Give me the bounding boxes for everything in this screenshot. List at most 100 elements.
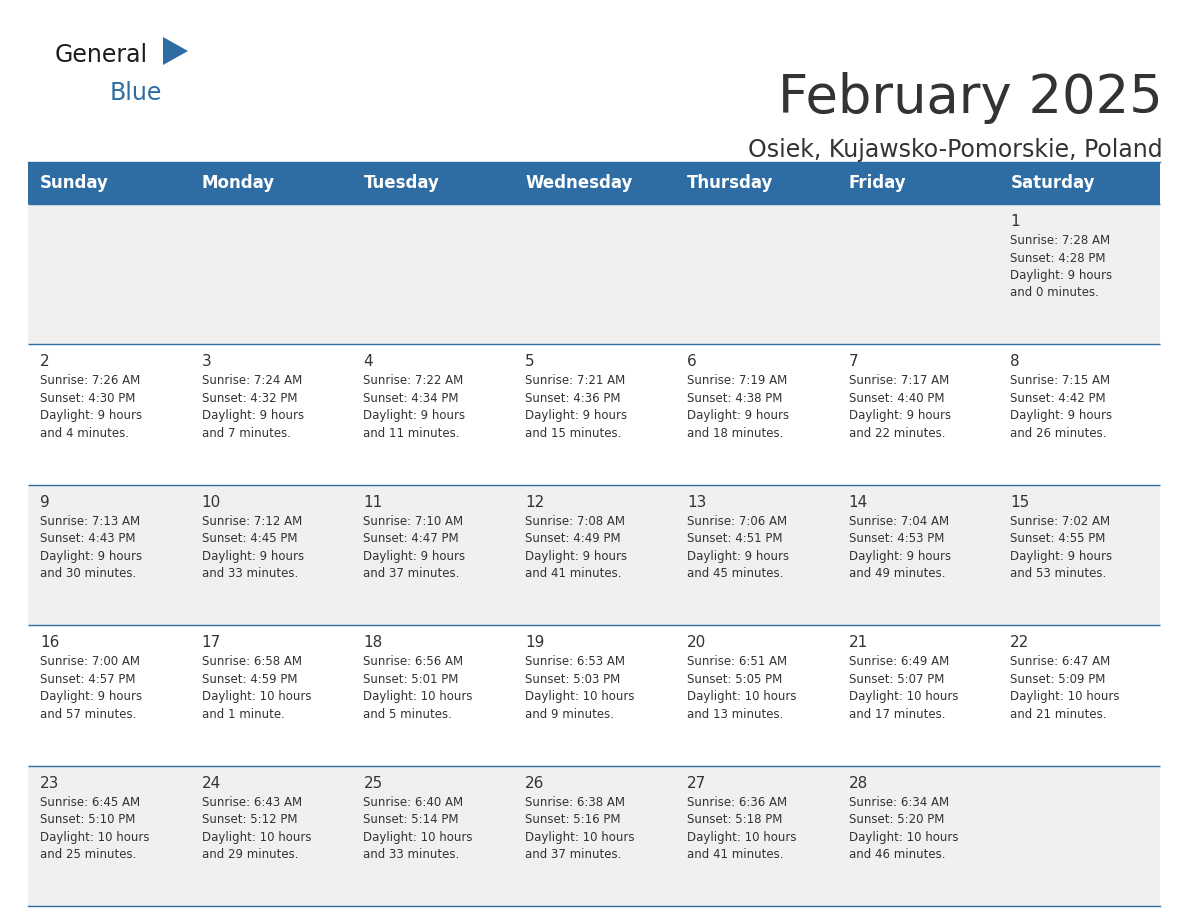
- Text: Sunset: 5:01 PM: Sunset: 5:01 PM: [364, 673, 459, 686]
- Bar: [352, 162, 513, 204]
- Text: Sunset: 5:12 PM: Sunset: 5:12 PM: [202, 813, 297, 826]
- Text: Sunset: 4:47 PM: Sunset: 4:47 PM: [364, 532, 459, 545]
- Bar: [675, 162, 836, 204]
- Text: Sunrise: 6:47 AM: Sunrise: 6:47 AM: [1010, 655, 1111, 668]
- Bar: [836, 162, 998, 204]
- Bar: [29, 204, 1159, 344]
- Text: Daylight: 9 hours: Daylight: 9 hours: [848, 409, 950, 422]
- Text: Sunrise: 6:53 AM: Sunrise: 6:53 AM: [525, 655, 625, 668]
- Text: 26: 26: [525, 776, 544, 790]
- Bar: [29, 162, 190, 204]
- Text: 21: 21: [848, 635, 867, 650]
- Text: 7: 7: [848, 354, 858, 369]
- Text: Sunset: 4:40 PM: Sunset: 4:40 PM: [848, 392, 944, 405]
- Text: Daylight: 10 hours: Daylight: 10 hours: [848, 690, 958, 703]
- Text: Osiek, Kujawsko-Pomorskie, Poland: Osiek, Kujawsko-Pomorskie, Poland: [748, 138, 1163, 162]
- Text: Daylight: 9 hours: Daylight: 9 hours: [364, 550, 466, 563]
- Bar: [29, 625, 1159, 766]
- Text: Daylight: 9 hours: Daylight: 9 hours: [525, 409, 627, 422]
- Text: 22: 22: [1010, 635, 1030, 650]
- Text: Sunset: 5:03 PM: Sunset: 5:03 PM: [525, 673, 620, 686]
- Text: Sunset: 5:05 PM: Sunset: 5:05 PM: [687, 673, 782, 686]
- Text: 10: 10: [202, 495, 221, 509]
- Text: Tuesday: Tuesday: [364, 174, 440, 192]
- Text: Sunset: 4:36 PM: Sunset: 4:36 PM: [525, 392, 620, 405]
- Text: 5: 5: [525, 354, 535, 369]
- Text: Daylight: 10 hours: Daylight: 10 hours: [525, 690, 634, 703]
- Text: Sunrise: 7:19 AM: Sunrise: 7:19 AM: [687, 375, 788, 387]
- Text: Friday: Friday: [848, 174, 906, 192]
- Text: Sunrise: 6:38 AM: Sunrise: 6:38 AM: [525, 796, 625, 809]
- Text: Daylight: 10 hours: Daylight: 10 hours: [364, 690, 473, 703]
- Text: Sunrise: 7:10 AM: Sunrise: 7:10 AM: [364, 515, 463, 528]
- Bar: [998, 162, 1159, 204]
- Bar: [29, 766, 1159, 906]
- Text: and 0 minutes.: and 0 minutes.: [1010, 286, 1099, 299]
- Text: 16: 16: [40, 635, 59, 650]
- Text: 27: 27: [687, 776, 706, 790]
- Text: Daylight: 10 hours: Daylight: 10 hours: [687, 690, 796, 703]
- Text: 3: 3: [202, 354, 211, 369]
- Text: Daylight: 9 hours: Daylight: 9 hours: [1010, 409, 1112, 422]
- Text: 17: 17: [202, 635, 221, 650]
- Text: 18: 18: [364, 635, 383, 650]
- Text: and 13 minutes.: and 13 minutes.: [687, 708, 783, 721]
- Text: 19: 19: [525, 635, 544, 650]
- Text: Sunrise: 7:12 AM: Sunrise: 7:12 AM: [202, 515, 302, 528]
- Text: 13: 13: [687, 495, 706, 509]
- Text: Daylight: 9 hours: Daylight: 9 hours: [202, 550, 304, 563]
- Text: 8: 8: [1010, 354, 1020, 369]
- Text: Sunrise: 7:02 AM: Sunrise: 7:02 AM: [1010, 515, 1111, 528]
- Text: Sunrise: 7:22 AM: Sunrise: 7:22 AM: [364, 375, 463, 387]
- Text: Blue: Blue: [110, 81, 163, 105]
- Text: Daylight: 9 hours: Daylight: 9 hours: [40, 690, 143, 703]
- Bar: [29, 485, 1159, 625]
- Text: Daylight: 10 hours: Daylight: 10 hours: [687, 831, 796, 844]
- Text: 2: 2: [40, 354, 50, 369]
- Text: and 7 minutes.: and 7 minutes.: [202, 427, 291, 440]
- Text: 25: 25: [364, 776, 383, 790]
- Text: Daylight: 10 hours: Daylight: 10 hours: [40, 831, 150, 844]
- Text: 9: 9: [40, 495, 50, 509]
- Bar: [29, 344, 1159, 485]
- Text: and 30 minutes.: and 30 minutes.: [40, 567, 137, 580]
- Text: and 5 minutes.: and 5 minutes.: [364, 708, 453, 721]
- Text: 6: 6: [687, 354, 696, 369]
- Text: Sunset: 5:09 PM: Sunset: 5:09 PM: [1010, 673, 1106, 686]
- Text: Wednesday: Wednesday: [525, 174, 632, 192]
- Text: and 37 minutes.: and 37 minutes.: [525, 848, 621, 861]
- Text: Monday: Monday: [202, 174, 274, 192]
- Text: Sunrise: 7:15 AM: Sunrise: 7:15 AM: [1010, 375, 1111, 387]
- Text: Sunrise: 7:00 AM: Sunrise: 7:00 AM: [40, 655, 140, 668]
- Text: and 1 minute.: and 1 minute.: [202, 708, 285, 721]
- Text: Sunrise: 6:36 AM: Sunrise: 6:36 AM: [687, 796, 786, 809]
- Text: Sunrise: 7:06 AM: Sunrise: 7:06 AM: [687, 515, 786, 528]
- Text: Sunset: 4:53 PM: Sunset: 4:53 PM: [848, 532, 944, 545]
- Text: 23: 23: [40, 776, 59, 790]
- Text: and 33 minutes.: and 33 minutes.: [202, 567, 298, 580]
- Text: and 45 minutes.: and 45 minutes.: [687, 567, 783, 580]
- Text: Sunrise: 6:43 AM: Sunrise: 6:43 AM: [202, 796, 302, 809]
- Text: Daylight: 10 hours: Daylight: 10 hours: [1010, 690, 1120, 703]
- Text: 14: 14: [848, 495, 867, 509]
- Text: Sunset: 4:30 PM: Sunset: 4:30 PM: [40, 392, 135, 405]
- Text: Sunset: 5:18 PM: Sunset: 5:18 PM: [687, 813, 782, 826]
- Text: and 41 minutes.: and 41 minutes.: [525, 567, 621, 580]
- Text: and 17 minutes.: and 17 minutes.: [848, 708, 946, 721]
- Text: 12: 12: [525, 495, 544, 509]
- Text: Sunset: 4:34 PM: Sunset: 4:34 PM: [364, 392, 459, 405]
- Bar: [190, 162, 352, 204]
- Text: and 49 minutes.: and 49 minutes.: [848, 567, 946, 580]
- Text: General: General: [55, 43, 148, 67]
- Text: Sunrise: 7:28 AM: Sunrise: 7:28 AM: [1010, 234, 1111, 247]
- Text: 15: 15: [1010, 495, 1030, 509]
- Text: Sunday: Sunday: [40, 174, 109, 192]
- Text: Sunset: 4:32 PM: Sunset: 4:32 PM: [202, 392, 297, 405]
- Text: Daylight: 9 hours: Daylight: 9 hours: [1010, 550, 1112, 563]
- Text: Sunrise: 7:24 AM: Sunrise: 7:24 AM: [202, 375, 302, 387]
- Text: Sunrise: 7:26 AM: Sunrise: 7:26 AM: [40, 375, 140, 387]
- Text: Daylight: 9 hours: Daylight: 9 hours: [687, 550, 789, 563]
- Text: 1: 1: [1010, 214, 1020, 229]
- Text: Sunset: 4:59 PM: Sunset: 4:59 PM: [202, 673, 297, 686]
- Text: 11: 11: [364, 495, 383, 509]
